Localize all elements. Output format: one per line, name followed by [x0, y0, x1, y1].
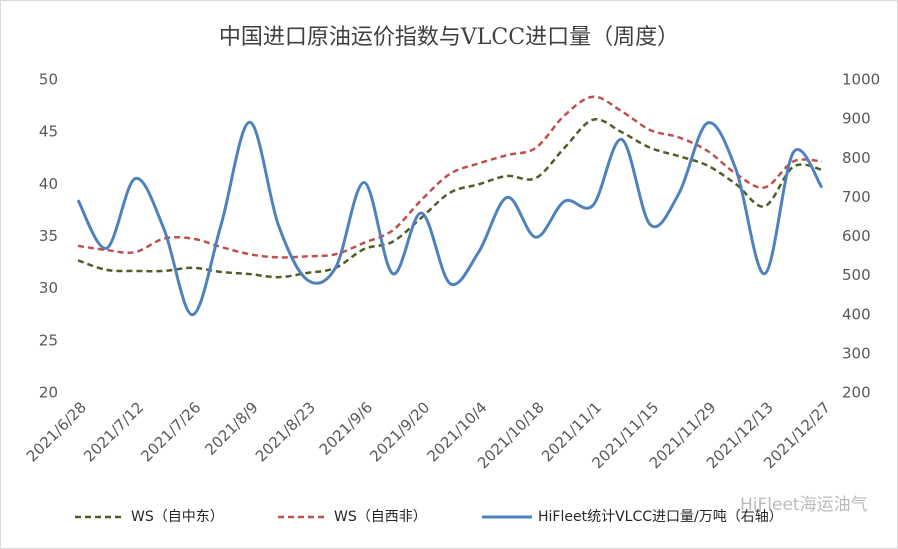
y2-tick-label: 600 [842, 227, 871, 245]
legend-label: WS（自中东） [131, 509, 224, 525]
y2-tick-label: 200 [842, 384, 871, 402]
y2-tick-label: 300 [842, 344, 871, 362]
series-line [77, 95, 823, 259]
legend-label: WS（自西非） [334, 509, 427, 525]
series-line [77, 118, 823, 279]
y2-tick-label: 400 [842, 305, 871, 323]
y2-tick-label: 800 [842, 149, 871, 167]
y-tick-label: 35 [39, 227, 58, 245]
y-tick-label: 20 [39, 384, 58, 402]
y2-tick-label: 700 [842, 188, 871, 206]
y2-tick-label: 1000 [842, 71, 880, 89]
y-tick-label: 50 [39, 71, 58, 89]
y-tick-label: 40 [39, 175, 58, 193]
y2-tick-label: 500 [842, 266, 871, 284]
watermark: HiFleet海运油气 [740, 495, 868, 515]
y-tick-label: 25 [39, 331, 58, 349]
y2-tick-label: 900 [842, 110, 871, 128]
y-tick-label: 30 [39, 279, 58, 297]
legend-label: HiFleet统计VLCC进口量/万吨（右轴） [538, 509, 783, 525]
y-tick-label: 45 [39, 123, 58, 141]
series-line [76, 120, 824, 317]
chart-title: 中国进口原油运价指数与VLCC进口量（周度） [219, 25, 679, 50]
